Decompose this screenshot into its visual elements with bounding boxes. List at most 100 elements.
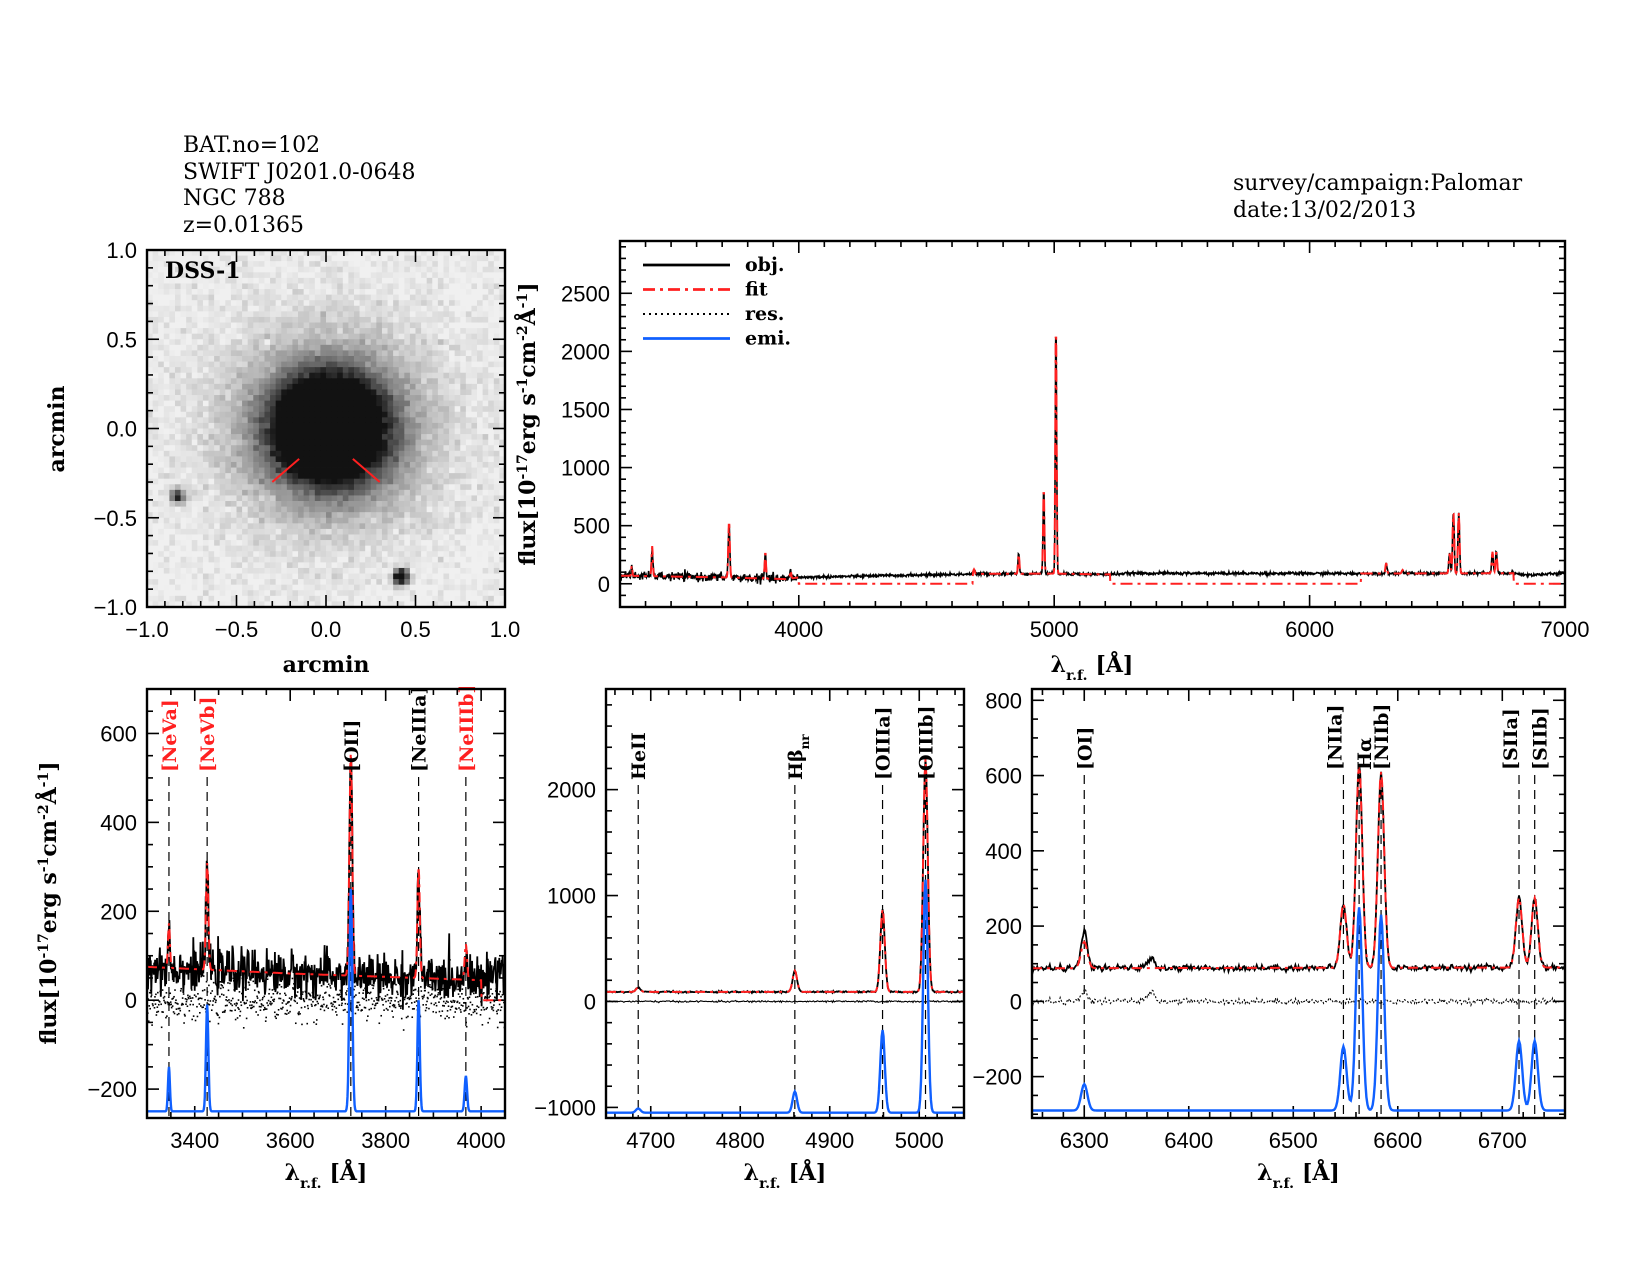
image-pixel <box>298 344 305 351</box>
image-pixel <box>359 461 366 468</box>
image-pixel <box>258 540 265 547</box>
image-pixel <box>309 501 316 507</box>
image-pixel <box>186 467 193 474</box>
image-pixel <box>208 461 215 468</box>
image-pixel <box>147 395 153 402</box>
image-pixel <box>169 551 176 558</box>
image-pixel <box>421 389 428 396</box>
image-pixel <box>197 506 204 513</box>
galaxy-name: NGC 788 <box>183 186 286 211</box>
image-pixel <box>186 328 193 335</box>
image-pixel <box>286 361 293 368</box>
image-pixel <box>376 517 383 524</box>
image-pixel <box>359 344 366 351</box>
image-pixel <box>477 255 484 262</box>
image-pixel <box>314 428 321 435</box>
image-pixel <box>219 294 226 301</box>
image-pixel <box>404 355 411 362</box>
image-pixel <box>376 378 383 385</box>
image-pixel <box>359 528 366 535</box>
image-pixel <box>214 439 221 446</box>
res-point <box>265 1016 267 1019</box>
image-pixel <box>202 562 209 569</box>
res-point <box>185 1000 188 1003</box>
image-pixel <box>376 422 383 429</box>
image-pixel <box>499 556 506 563</box>
image-pixel <box>337 417 344 424</box>
res-point <box>373 1007 376 1010</box>
image-pixel <box>359 422 366 429</box>
res-point <box>289 1004 292 1007</box>
image-pixel <box>454 389 461 396</box>
image-pixel <box>264 383 271 390</box>
image-pixel <box>253 489 260 496</box>
res-point <box>288 997 291 999</box>
image-pixel <box>292 316 299 323</box>
image-pixel <box>320 372 327 379</box>
image-pixel <box>258 311 265 318</box>
image-pixel <box>169 294 176 301</box>
image-pixel <box>477 395 484 402</box>
image-pixel <box>404 383 411 390</box>
image-pixel <box>426 277 433 284</box>
image-pixel <box>454 255 461 262</box>
res-point <box>367 991 370 994</box>
res-point <box>292 987 294 989</box>
image-pixel <box>174 283 181 290</box>
image-pixel <box>264 484 271 491</box>
res-point <box>378 1022 381 1025</box>
image-pixel <box>342 277 349 284</box>
res-point <box>207 1003 210 1005</box>
image-pixel <box>270 495 277 502</box>
res-point <box>193 994 196 996</box>
image-pixel <box>152 344 159 351</box>
image-pixel <box>225 383 232 390</box>
image-pixel <box>191 501 198 507</box>
image-pixel <box>471 250 478 256</box>
image-pixel <box>387 350 394 357</box>
image-pixel <box>393 467 400 474</box>
image-pixel <box>270 311 277 318</box>
image-pixel <box>488 439 495 446</box>
image-pixel <box>174 473 181 480</box>
image-pixel <box>353 523 360 530</box>
image-pixel <box>465 540 472 547</box>
image-pixel <box>337 434 344 441</box>
res-point <box>148 1005 151 1007</box>
image-pixel <box>348 595 355 602</box>
image-pixel <box>348 417 355 424</box>
image-pixel <box>158 540 165 547</box>
image-pixel <box>421 266 428 273</box>
res-point <box>329 987 332 989</box>
res-point <box>219 981 222 983</box>
image-pixel <box>320 562 327 569</box>
image-pixel <box>208 395 215 402</box>
res-point <box>153 1006 156 1009</box>
res-point <box>317 1002 320 1005</box>
res-point <box>161 1011 163 1013</box>
image-pixel <box>169 261 176 268</box>
image-pixel <box>443 478 450 485</box>
image-pixel <box>482 305 489 312</box>
image-pixel <box>258 467 265 474</box>
image-pixel <box>230 333 237 340</box>
image-pixel <box>365 590 372 597</box>
image-pixel <box>298 445 305 452</box>
image-pixel <box>415 316 422 323</box>
image-pixel <box>454 528 461 535</box>
image-pixel <box>348 528 355 535</box>
res-point <box>216 1012 218 1015</box>
image-pixel <box>180 540 187 547</box>
image-pixel <box>253 255 260 262</box>
image-pixel <box>404 305 411 312</box>
res-point <box>173 1012 176 1015</box>
image-pixel <box>320 400 327 407</box>
res-point <box>200 997 203 1000</box>
image-pixel <box>477 590 484 597</box>
image-pixel <box>449 484 456 491</box>
image-pixel <box>488 344 495 351</box>
y-tick-label: 0.0 <box>106 417 137 442</box>
image-pixel <box>398 311 405 318</box>
image-pixel <box>421 456 428 463</box>
image-pixel <box>359 556 366 563</box>
